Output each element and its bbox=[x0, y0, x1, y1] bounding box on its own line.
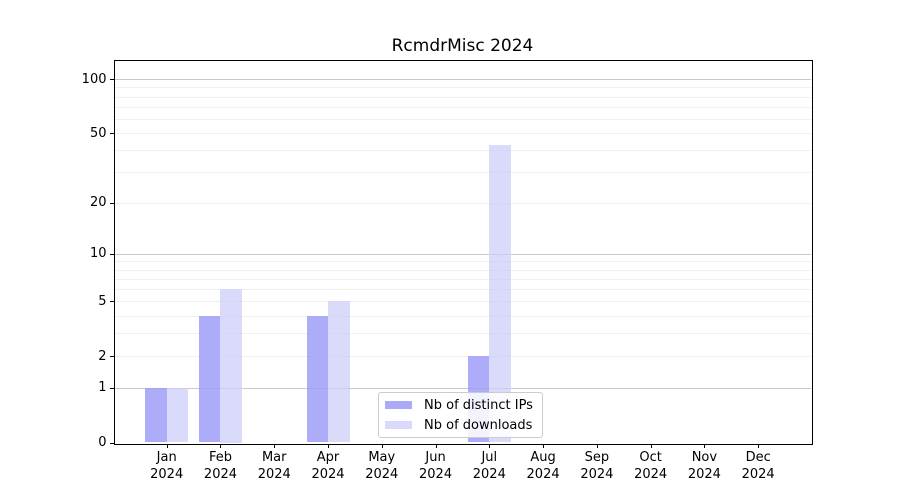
bar-downloads bbox=[166, 387, 189, 443]
y-tick-label: 100 bbox=[81, 71, 107, 87]
gridline-major bbox=[113, 387, 811, 389]
x-tick-mark bbox=[274, 443, 276, 448]
gridline-minor bbox=[113, 87, 811, 89]
x-tick-label-dec: Dec 2024 bbox=[741, 449, 775, 482]
bar-distinct-ips bbox=[306, 315, 328, 443]
x-tick-mark bbox=[543, 443, 545, 448]
gridline-minor bbox=[113, 315, 811, 317]
bar-downloads bbox=[489, 144, 511, 443]
bar-downloads bbox=[328, 301, 350, 443]
y-tick-label: 0 bbox=[98, 435, 107, 450]
gridline-minor bbox=[113, 356, 811, 358]
legend: Nb of distinct IPs Nb of downloads bbox=[378, 392, 543, 438]
legend-label: Nb of downloads bbox=[424, 417, 533, 433]
y-tick-label: 2 bbox=[98, 348, 107, 364]
y-tick-mark bbox=[109, 79, 114, 81]
x-tick-label-jun: Jun 2024 bbox=[419, 449, 453, 482]
gridline-minor bbox=[113, 261, 811, 263]
gridline-minor bbox=[113, 150, 811, 152]
bar-distinct-ips bbox=[145, 387, 167, 443]
x-tick-mark bbox=[435, 443, 437, 448]
x-tick-label-jan: Jan 2024 bbox=[150, 449, 184, 482]
bar-distinct-ips bbox=[198, 315, 221, 443]
gridline-minor bbox=[113, 106, 811, 108]
y-tick-mark bbox=[109, 133, 114, 135]
legend-item: Nb of distinct IPs bbox=[379, 397, 542, 413]
y-tick-mark bbox=[109, 387, 114, 389]
gridline-minor bbox=[113, 96, 811, 98]
gridline-major bbox=[113, 253, 811, 255]
y-tick-mark bbox=[109, 202, 114, 204]
x-tick-mark bbox=[328, 443, 329, 448]
x-tick-mark bbox=[381, 443, 383, 448]
x-tick-label-nov: Nov 2024 bbox=[687, 449, 721, 482]
gridline-minor bbox=[113, 133, 811, 135]
x-tick-mark bbox=[704, 443, 706, 448]
legend-label: Nb of distinct IPs bbox=[424, 397, 533, 413]
x-tick-mark bbox=[166, 443, 168, 448]
x-tick-mark bbox=[596, 443, 598, 448]
x-tick-label-jul: Jul 2024 bbox=[472, 449, 506, 482]
y-tick-mark bbox=[109, 356, 114, 358]
gridline-minor bbox=[113, 202, 811, 204]
x-tick-label-feb: Feb 2024 bbox=[203, 449, 238, 482]
chart-title: RcmdrMisc 2024 bbox=[391, 36, 534, 56]
x-tick-mark bbox=[220, 443, 222, 448]
y-tick-mark bbox=[109, 253, 114, 255]
x-tick-label-apr: Apr 2024 bbox=[311, 449, 345, 482]
y-tick-label: 10 bbox=[89, 246, 107, 262]
x-tick-mark bbox=[650, 443, 652, 448]
y-tick-label: 5 bbox=[98, 293, 107, 309]
x-tick-label-sep: Sep 2024 bbox=[580, 449, 614, 482]
y-tick-label: 1 bbox=[98, 380, 107, 396]
y-tick-mark bbox=[109, 442, 114, 444]
x-tick-label-mar: Mar 2024 bbox=[257, 449, 291, 482]
gridline-minor bbox=[113, 289, 811, 291]
x-tick-label-aug: Aug 2024 bbox=[526, 449, 560, 482]
x-tick-mark bbox=[489, 443, 491, 448]
y-tick-mark bbox=[109, 301, 114, 303]
y-tick-label: 20 bbox=[89, 195, 107, 211]
gridline-minor bbox=[113, 172, 811, 174]
gridline-minor bbox=[113, 269, 811, 271]
gridline-minor bbox=[113, 118, 811, 120]
bar-downloads bbox=[220, 289, 242, 443]
legend-swatch-downloads bbox=[385, 421, 412, 429]
gridline-minor bbox=[113, 333, 811, 335]
x-tick-label-oct: Oct 2024 bbox=[634, 449, 668, 482]
legend-swatch-distinct-ips bbox=[385, 401, 412, 409]
legend-item: Nb of downloads bbox=[379, 417, 542, 433]
y-tick-label: 50 bbox=[89, 125, 107, 141]
x-tick-label-may: May 2024 bbox=[365, 449, 399, 482]
gridline-minor bbox=[113, 301, 811, 303]
gridline-major bbox=[113, 79, 811, 81]
gridline-minor bbox=[113, 278, 811, 280]
x-tick-mark bbox=[758, 443, 760, 448]
